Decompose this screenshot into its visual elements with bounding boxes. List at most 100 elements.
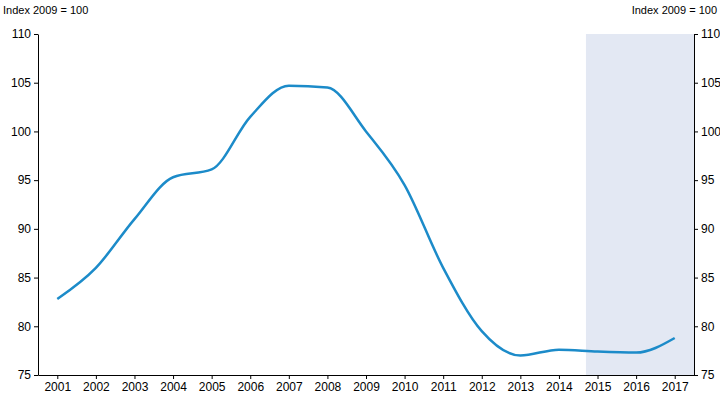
tick-label: 2012 <box>469 380 496 394</box>
tick: 2010 <box>392 375 419 394</box>
tick-mark <box>443 375 444 379</box>
tick: 80 <box>18 320 38 334</box>
tick: 2014 <box>546 375 573 394</box>
y-axis-title: Index 2009 = 100 <box>3 4 88 16</box>
tick-label: 2004 <box>160 380 187 394</box>
tick: 110 <box>694 27 720 41</box>
tick-label: 100 <box>701 125 720 139</box>
tick: 90 <box>18 222 38 236</box>
tick-mark <box>559 375 560 379</box>
tick: 2009 <box>353 375 380 394</box>
tick-mark <box>694 375 698 376</box>
tick-label: 100 <box>11 125 31 139</box>
tick-label: 2001 <box>44 380 71 394</box>
tick-label: 2017 <box>662 380 689 394</box>
tick: 2004 <box>160 375 187 394</box>
tick-label: 2013 <box>508 380 535 394</box>
tick-mark <box>173 375 174 379</box>
tick-label: 95 <box>701 173 715 187</box>
tick-mark <box>520 375 521 379</box>
tick-mark <box>250 375 251 379</box>
tick-label: 2003 <box>122 380 149 394</box>
y2-axis: 7580859095100105110 <box>694 27 720 382</box>
tick: 105 <box>11 76 38 90</box>
tick-mark <box>482 375 483 379</box>
tick: 95 <box>694 173 715 187</box>
tick: 2012 <box>469 375 496 394</box>
tick: 2013 <box>508 375 535 394</box>
tick: 100 <box>11 125 38 139</box>
x-axis: 2001 2002 2003 2004 2005 2006 2007 2008 2009 2010… <box>39 375 695 394</box>
y2-axis-line <box>694 35 695 376</box>
tick: 2006 <box>237 375 264 394</box>
tick-mark <box>212 375 213 379</box>
tick-mark <box>694 180 698 181</box>
tick: 2001 <box>44 375 71 394</box>
tick-mark <box>675 375 676 379</box>
tick-label: 2010 <box>392 380 419 394</box>
tick: 85 <box>18 271 38 285</box>
tick-label: 2002 <box>83 380 110 394</box>
tick-label: 110 <box>12 27 31 41</box>
tick-mark <box>34 278 38 279</box>
tick-label: 2008 <box>315 380 342 394</box>
tick-mark <box>327 375 328 379</box>
tick: 2011 <box>431 375 457 394</box>
tick-mark <box>34 229 38 230</box>
tick: 100 <box>694 125 720 139</box>
tick: 95 <box>18 173 38 187</box>
tick-label: 2007 <box>276 380 303 394</box>
tick: 90 <box>694 222 715 236</box>
tick-label: 2014 <box>546 380 573 394</box>
tick-mark <box>598 375 599 379</box>
tick-mark <box>694 326 698 327</box>
tick-label: 105 <box>701 76 720 90</box>
tick-label: 85 <box>701 271 715 285</box>
tick: 2002 <box>83 375 110 394</box>
tick: 75 <box>694 368 715 382</box>
tick: 2003 <box>122 375 149 394</box>
tick-label: 90 <box>701 222 715 236</box>
tick-mark <box>34 375 38 376</box>
plot-area <box>57 34 694 375</box>
y2-axis-title: Index 2009 = 100 <box>632 4 717 16</box>
tick: 2007 <box>276 375 303 394</box>
tick-mark <box>34 326 38 327</box>
tick-label: 75 <box>701 368 715 382</box>
data-line <box>57 86 674 356</box>
tick-label: 75 <box>18 368 32 382</box>
tick-mark <box>134 375 135 379</box>
tick-mark <box>34 34 38 35</box>
tick: 2017 <box>662 375 689 394</box>
tick-label: 2009 <box>353 380 380 394</box>
tick-label: 80 <box>18 320 32 334</box>
tick-mark <box>34 180 38 181</box>
tick-label: 2005 <box>199 380 226 394</box>
y-axis-line <box>38 35 39 376</box>
tick-mark <box>636 375 637 379</box>
tick-mark <box>289 375 290 379</box>
tick-mark <box>694 34 698 35</box>
tick: 85 <box>694 271 715 285</box>
tick-mark <box>694 229 698 230</box>
tick: 2016 <box>623 375 650 394</box>
tick-mark <box>694 131 698 132</box>
tick-label: 110 <box>701 27 720 41</box>
tick: 2008 <box>315 375 342 394</box>
tick-label: 2016 <box>623 380 650 394</box>
tick: 2005 <box>199 375 226 394</box>
tick-label: 95 <box>18 173 32 187</box>
tick-label: 90 <box>18 222 32 236</box>
tick: 105 <box>694 76 720 90</box>
tick-label: 2011 <box>431 380 457 394</box>
tick-mark <box>34 131 38 132</box>
y-axis: 75 80 85 90 95 100 105 110 <box>11 27 39 382</box>
chart: 2001 2002 2003 2004 2005 2006 2007 2008 2009 2010… <box>0 0 720 402</box>
tick-mark <box>96 375 97 379</box>
tick-mark <box>694 278 698 279</box>
tick-mark <box>57 375 58 379</box>
tick: 2015 <box>585 375 612 394</box>
tick-mark <box>34 83 38 84</box>
tick: 75 <box>18 368 38 382</box>
tick-mark <box>694 83 698 84</box>
